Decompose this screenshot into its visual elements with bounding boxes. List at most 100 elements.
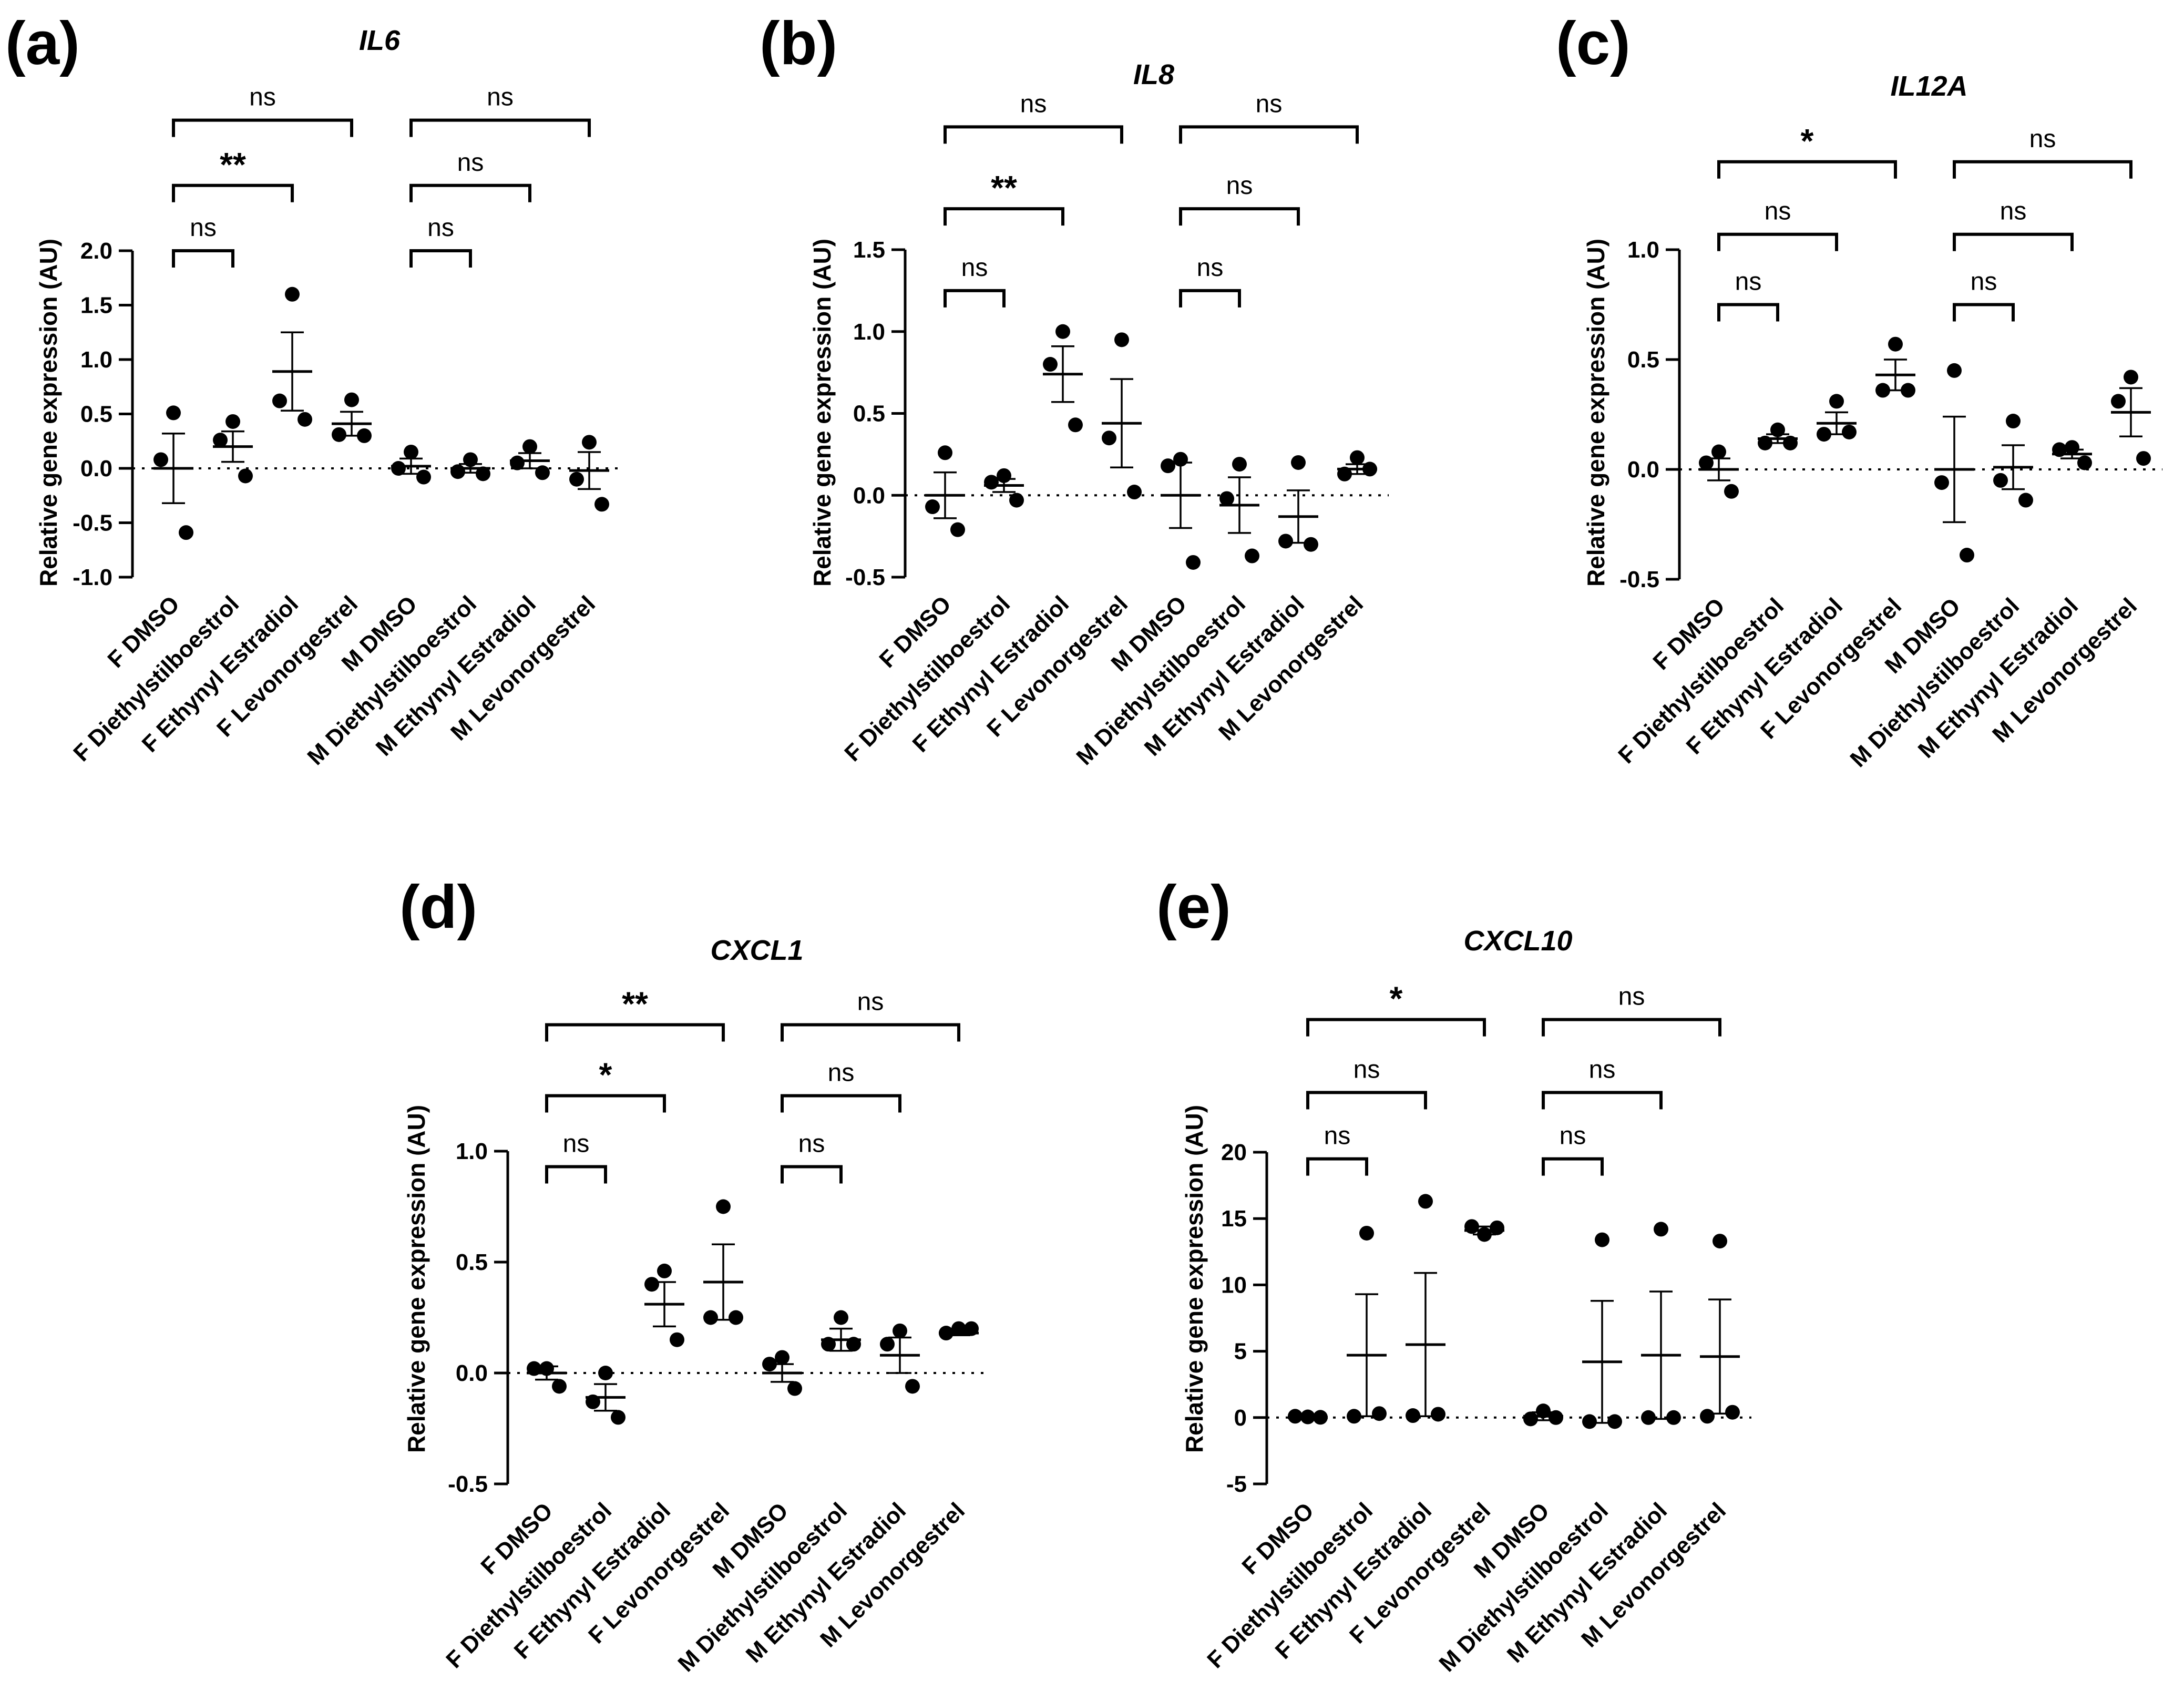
y-tick-label: 1.5	[80, 293, 112, 319]
data-point	[166, 405, 181, 421]
significance-bracket	[944, 289, 1006, 308]
y-tick-label: -5	[1226, 1471, 1247, 1497]
data-point	[938, 445, 952, 460]
significance-bracket	[1717, 232, 1838, 251]
data-point	[703, 1310, 718, 1325]
data-point	[1347, 1409, 1361, 1424]
significance-label: ns	[1765, 198, 1791, 226]
data-point	[332, 427, 346, 442]
data-point	[1607, 1414, 1622, 1429]
significance-label: *	[1801, 122, 1814, 160]
data-point	[598, 1366, 613, 1380]
significance-label: *	[599, 1056, 612, 1094]
significance-label: ns	[961, 254, 988, 282]
data-point	[416, 469, 431, 485]
data-point	[880, 1337, 895, 1352]
significance-label: **	[991, 169, 1017, 207]
data-point	[716, 1199, 731, 1214]
significance-bracket	[781, 1094, 901, 1113]
y-tick-label: -0.5	[845, 565, 885, 590]
data-point	[582, 435, 597, 450]
y-tick-label: 15	[1221, 1206, 1247, 1232]
data-point	[1068, 417, 1083, 433]
significance-bracket	[1953, 232, 2074, 251]
significance-label: ns	[1354, 1056, 1380, 1083]
data-point	[1842, 424, 1857, 439]
data-point	[762, 1357, 777, 1372]
data-point	[1582, 1414, 1597, 1429]
data-point	[1490, 1220, 1504, 1235]
chart-title: IL6	[359, 25, 401, 56]
data-point	[2111, 394, 2126, 409]
data-point	[1245, 548, 1259, 563]
y-tick-label: 0.0	[853, 483, 885, 508]
significance-bracket	[545, 1165, 607, 1184]
significance-label: ns	[1589, 1056, 1616, 1083]
y-tick-label: 0.5	[80, 402, 112, 427]
data-point	[285, 286, 300, 302]
y-tick-label: 20	[1221, 1140, 1247, 1165]
data-point	[1901, 383, 1915, 398]
data-point	[1114, 332, 1129, 347]
data-point	[1431, 1407, 1445, 1422]
significance-bracket	[1542, 1157, 1604, 1176]
y-tick-label: 1.5	[853, 237, 885, 263]
data-point	[1817, 427, 1831, 442]
data-point	[1829, 394, 1844, 409]
panel-il8: (b) IL8 Relative gene expression (AU) -0…	[760, 9, 1389, 770]
data-point	[522, 439, 537, 454]
significance-label: ns	[798, 1130, 825, 1158]
y-tick-label: 0.5	[456, 1249, 488, 1275]
data-point	[225, 414, 240, 429]
data-point	[787, 1381, 802, 1396]
data-point	[1711, 444, 1726, 459]
y-tick-label: 0.0	[456, 1360, 488, 1386]
data-point	[594, 497, 609, 512]
significance-label: ns	[427, 214, 454, 242]
y-tick-label: 1.0	[1627, 237, 1659, 263]
significance-bracket	[172, 118, 353, 137]
significance-bracket	[781, 1165, 843, 1184]
data-point	[272, 393, 287, 408]
significance-label: ns	[2000, 198, 2027, 226]
significance-bracket	[944, 207, 1064, 226]
panel-label: (e)	[1156, 873, 1231, 941]
y-tick-label: -0.5	[73, 510, 112, 536]
significance-label: ns	[1197, 254, 1224, 282]
y-tick-label: 0.0	[80, 456, 112, 481]
panel-cxcl10: (e) CXCL10 Relative gene expression (AU)…	[1156, 873, 1751, 1677]
data-point	[1009, 493, 1024, 508]
significance-label: ns	[563, 1130, 590, 1158]
data-point	[1713, 1234, 1727, 1249]
data-point	[1724, 484, 1739, 499]
y-tick-label: 1.0	[853, 319, 885, 345]
data-point	[657, 1263, 672, 1278]
y-tick-label: 1.0	[456, 1139, 488, 1164]
significance-label: ns	[2029, 125, 2056, 153]
panel-cxcl1: (d) CXCL1 Relative gene expression (AU) …	[399, 873, 990, 1677]
data-point	[1291, 455, 1306, 470]
y-tick-label: 0.5	[853, 401, 885, 427]
data-point	[1725, 1405, 1740, 1420]
data-point	[179, 525, 193, 540]
data-point	[1595, 1232, 1609, 1247]
data-point	[834, 1310, 848, 1325]
data-point	[1102, 431, 1116, 446]
data-point	[552, 1379, 567, 1394]
significance-label: **	[220, 146, 246, 183]
data-point	[391, 461, 406, 476]
data-point	[2124, 370, 2138, 385]
data-point	[476, 466, 490, 481]
significance-label: ns	[1020, 90, 1047, 118]
data-point	[1372, 1406, 1387, 1421]
panel-label: (d)	[399, 873, 477, 941]
significance-bracket	[1179, 289, 1241, 308]
significance-label: ns	[1324, 1122, 1351, 1150]
data-point	[1288, 1409, 1303, 1424]
data-point	[1960, 548, 1974, 563]
significance-label: ns	[249, 84, 276, 111]
data-point	[569, 472, 584, 487]
significance-label: **	[622, 985, 648, 1022]
significance-bracket	[1179, 125, 1359, 144]
data-point	[611, 1410, 626, 1425]
